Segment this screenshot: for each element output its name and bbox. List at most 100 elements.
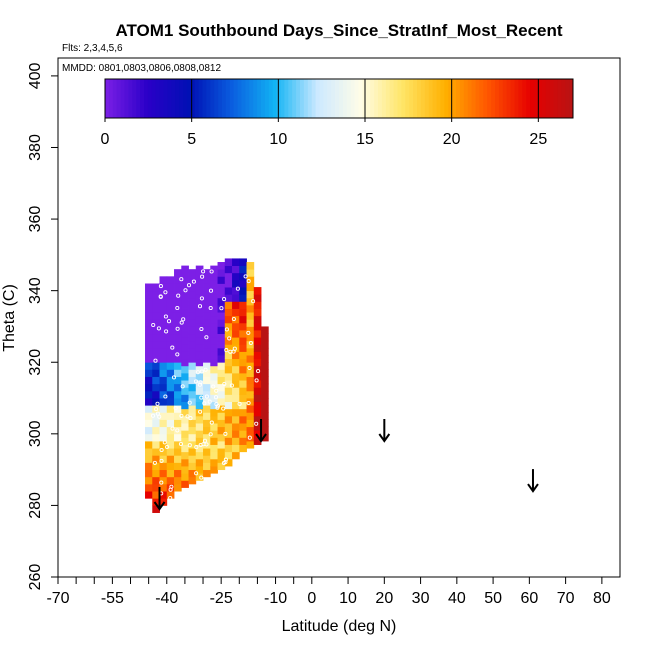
down-arrow-icon bbox=[527, 469, 539, 493]
heatmap-cell bbox=[224, 287, 233, 295]
heatmap-cell bbox=[174, 405, 182, 413]
heatmap-cell bbox=[195, 423, 204, 431]
heatmap-cell bbox=[239, 337, 247, 345]
heatmap-cell bbox=[253, 408, 262, 417]
heatmap-cell bbox=[253, 401, 262, 410]
heatmap-cell bbox=[232, 337, 240, 345]
heatmap-cell bbox=[224, 330, 233, 338]
heatmap-cell bbox=[261, 333, 269, 342]
colorbar-segment bbox=[159, 79, 164, 118]
heatmap-cell bbox=[145, 297, 153, 306]
sample-point bbox=[235, 286, 240, 291]
heatmap-cell bbox=[145, 483, 153, 492]
heatmap-cell bbox=[253, 308, 262, 317]
heatmap-cell bbox=[210, 308, 218, 317]
heatmap-cell bbox=[261, 355, 269, 363]
colorbar-segment bbox=[144, 79, 149, 118]
heatmap-cell bbox=[152, 390, 160, 399]
heatmap-cell bbox=[261, 405, 269, 413]
colorbar-segment bbox=[222, 79, 227, 118]
heatmap-cell bbox=[210, 294, 218, 302]
heatmap-cell bbox=[159, 333, 168, 342]
heatmap-cell bbox=[159, 419, 168, 428]
heatmap-cell bbox=[239, 344, 247, 352]
heatmap-cell bbox=[217, 326, 226, 335]
heatmap-cell bbox=[195, 437, 204, 445]
colorbar-segment bbox=[463, 79, 469, 118]
heatmap-cell bbox=[181, 372, 189, 381]
sample-point bbox=[155, 411, 160, 416]
heatmap-cell bbox=[181, 337, 189, 345]
colorbar-segment bbox=[190, 79, 196, 118]
heatmap-cell bbox=[174, 462, 182, 471]
heatmap-cell bbox=[159, 369, 168, 377]
sample-point bbox=[214, 388, 219, 393]
sample-point bbox=[175, 326, 180, 331]
heatmap-cell bbox=[224, 308, 233, 317]
heatmap-cell bbox=[145, 469, 153, 478]
heatmap-cell bbox=[145, 405, 153, 413]
colorbar-segment bbox=[456, 79, 461, 118]
y-tick-label: 360 bbox=[27, 206, 44, 233]
heatmap-cell bbox=[217, 269, 226, 277]
colorbar-segment bbox=[370, 79, 375, 118]
colorbar-segment bbox=[229, 79, 235, 118]
colorbar-segment bbox=[436, 79, 441, 118]
heatmap-cell bbox=[188, 376, 197, 385]
heatmap-cell bbox=[152, 333, 160, 342]
heatmap-cell bbox=[203, 433, 211, 442]
colorbar-segment bbox=[315, 79, 320, 118]
heatmap-cell bbox=[224, 337, 233, 345]
sample-point bbox=[224, 327, 229, 332]
plot-frame bbox=[57, 57, 621, 578]
heatmap-cell bbox=[217, 412, 226, 420]
colorbar-segment bbox=[346, 79, 352, 118]
heatmap-cell bbox=[195, 466, 204, 474]
heatmap-cell bbox=[239, 444, 247, 453]
colorbar-segment bbox=[483, 79, 488, 118]
heatmap-cell bbox=[174, 448, 182, 456]
sample-point bbox=[198, 380, 203, 385]
heatmap-cell bbox=[159, 448, 168, 456]
heatmap-cell bbox=[188, 433, 197, 442]
heatmap-cell bbox=[239, 401, 247, 410]
heatmap-cell bbox=[166, 419, 175, 428]
heatmap-cell bbox=[195, 351, 204, 360]
colorbar-tick-label: 0 bbox=[101, 131, 110, 148]
y-tick-label: 300 bbox=[27, 420, 44, 447]
x-tick-label: -10 bbox=[264, 590, 287, 607]
heatmap-cell bbox=[232, 308, 240, 317]
heatmap-cell bbox=[166, 340, 175, 349]
heatmap-cell bbox=[145, 326, 153, 335]
sample-point bbox=[183, 288, 188, 293]
heatmap-cell bbox=[210, 458, 218, 467]
colorbar-segment bbox=[167, 79, 172, 118]
heatmap-cell bbox=[261, 340, 269, 349]
colorbar-segment bbox=[218, 79, 223, 118]
heatmap-cell bbox=[246, 290, 255, 299]
heatmap-cell bbox=[239, 272, 247, 281]
heatmap-cell bbox=[145, 383, 153, 392]
sample-point bbox=[173, 406, 178, 411]
heatmap-cell bbox=[145, 491, 153, 499]
heatmap-cell bbox=[232, 322, 240, 331]
heatmap-cell bbox=[224, 423, 233, 431]
sample-point bbox=[195, 370, 200, 375]
colorbar-segment bbox=[288, 79, 293, 118]
heatmap-cell bbox=[159, 276, 168, 284]
sample-point bbox=[155, 401, 160, 406]
sample-point bbox=[187, 443, 192, 448]
heatmap-cell bbox=[246, 326, 255, 335]
heatmap-cell bbox=[181, 408, 189, 417]
heatmap-cell bbox=[181, 308, 189, 317]
sample-point bbox=[170, 426, 175, 431]
colorbar-segment bbox=[194, 79, 200, 118]
heatmap-cell bbox=[210, 344, 218, 352]
heatmap-cell bbox=[188, 390, 197, 399]
heatmap-cell bbox=[246, 383, 255, 392]
heatmap-cell bbox=[210, 279, 218, 288]
heatmap-cell bbox=[253, 322, 262, 331]
heatmap-cell bbox=[188, 355, 197, 363]
heatmap-cell bbox=[203, 326, 211, 335]
